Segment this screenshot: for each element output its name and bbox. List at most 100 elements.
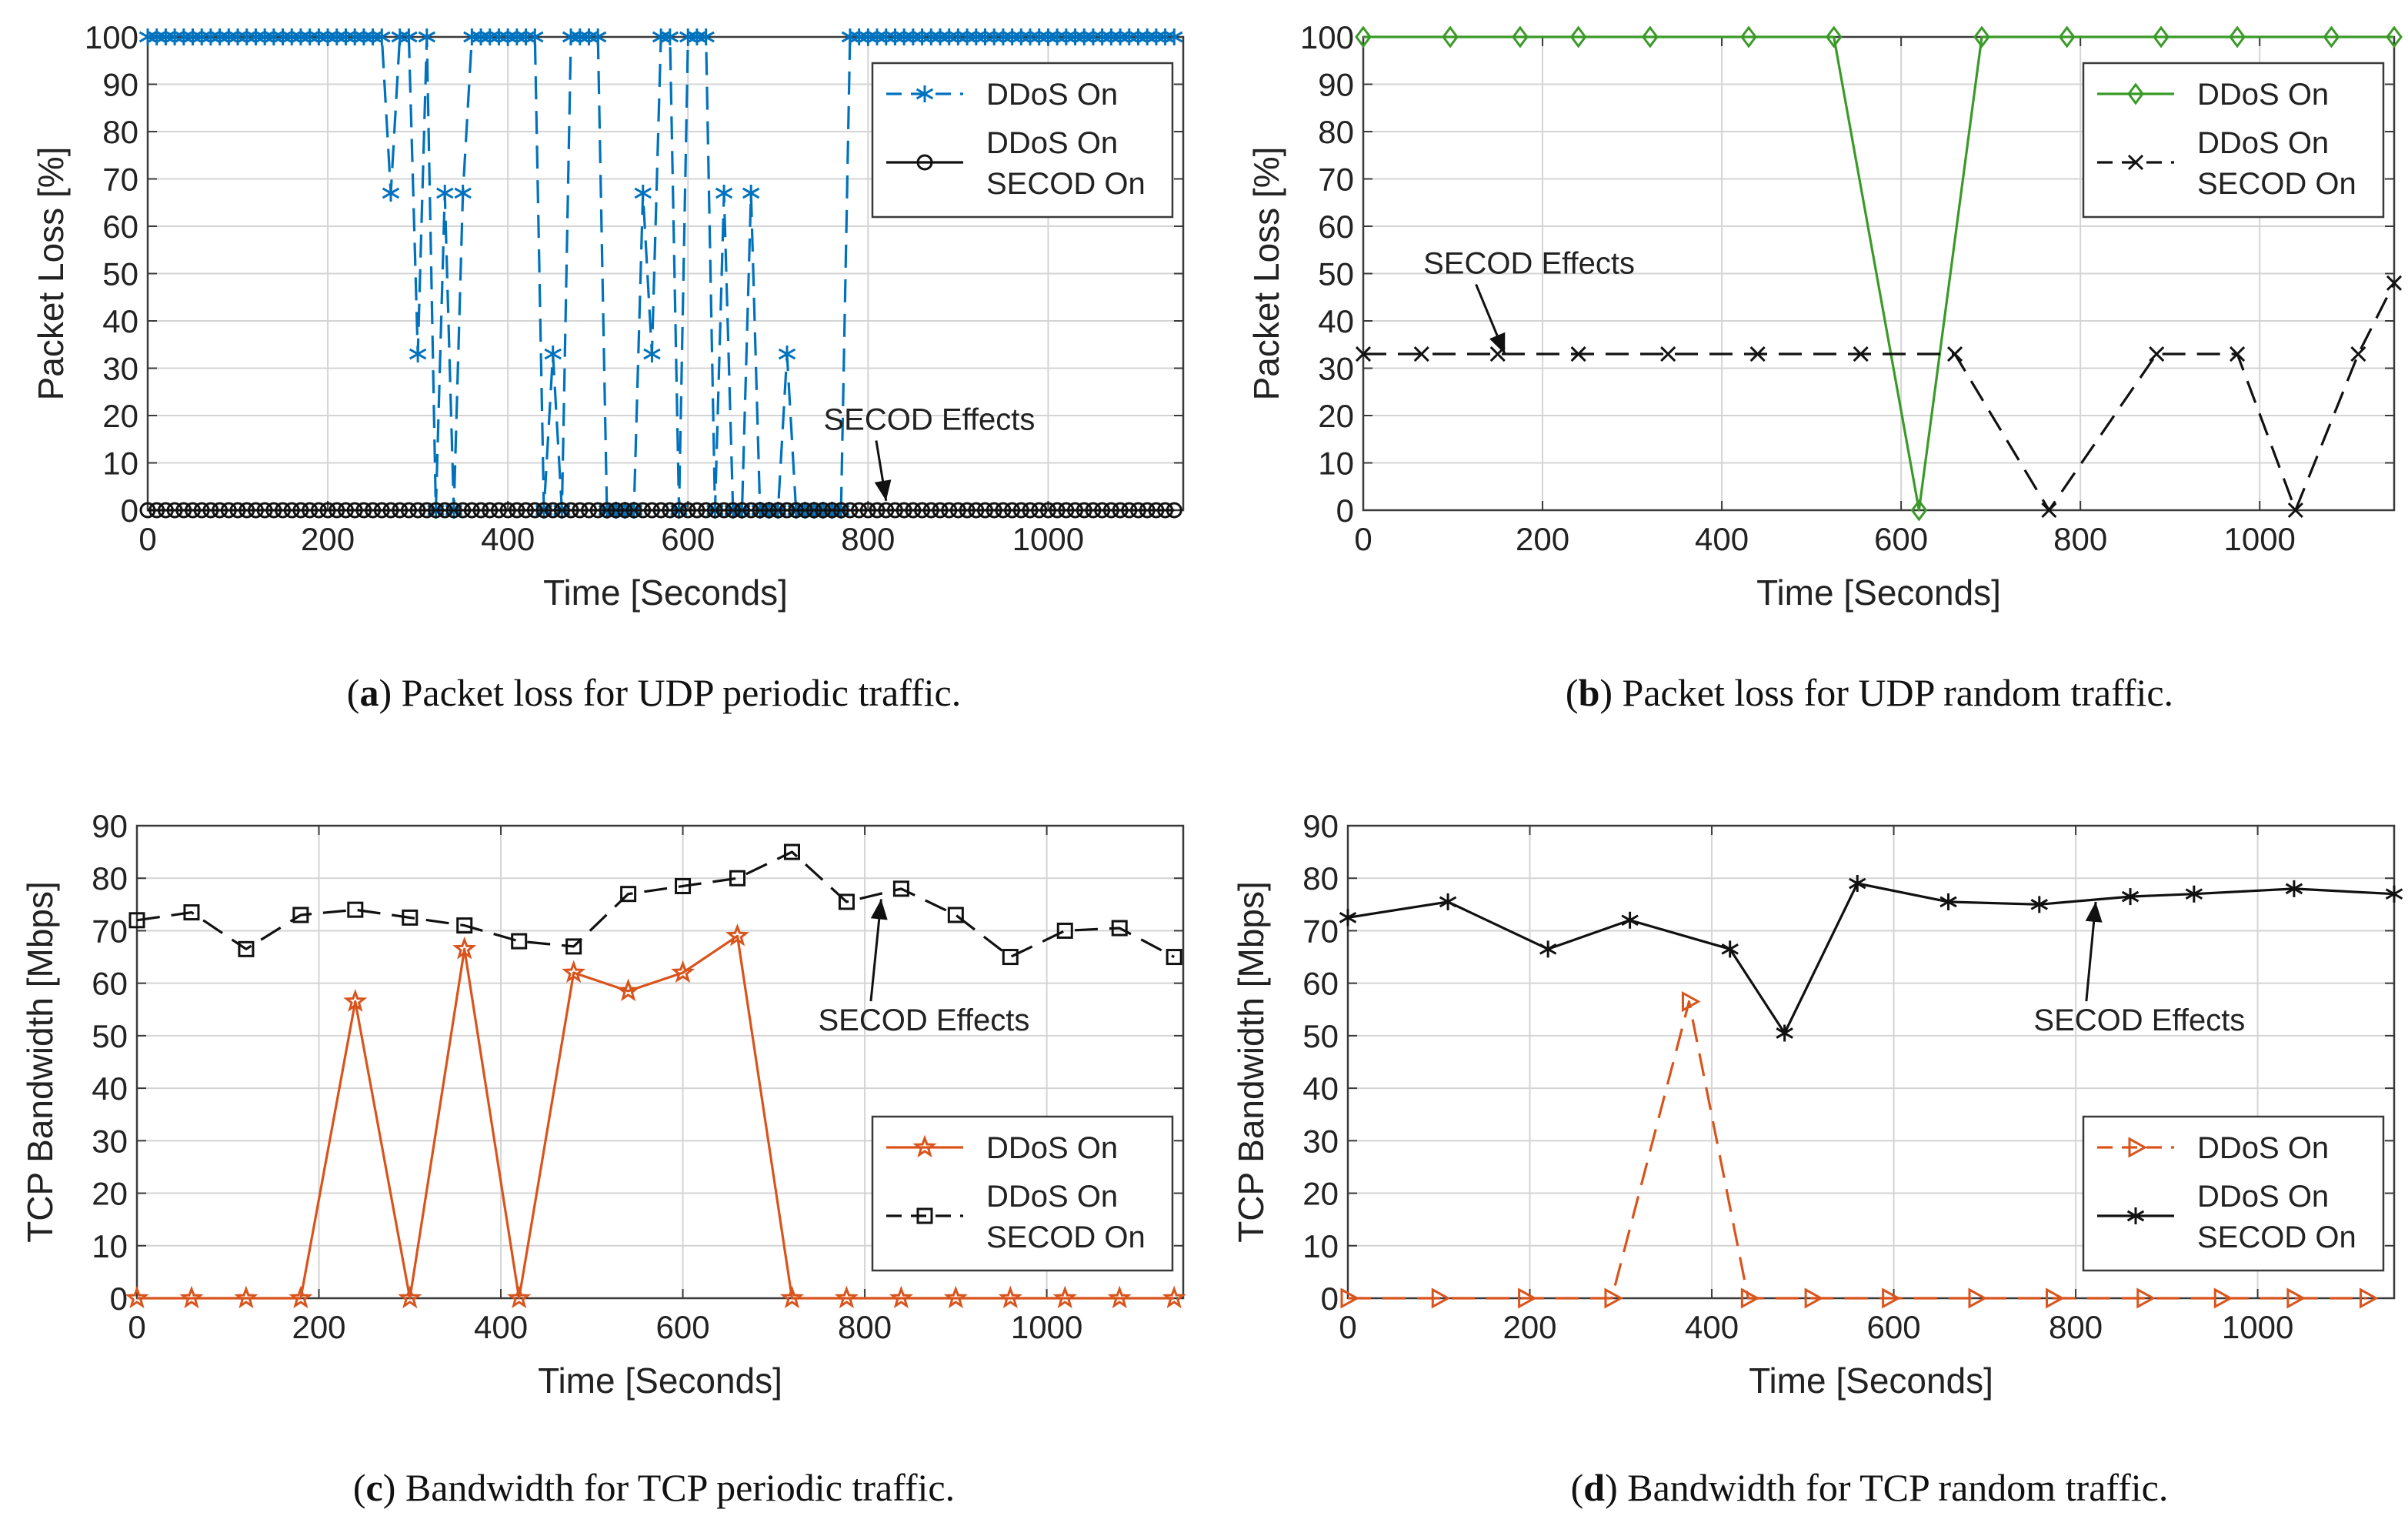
data-point [247,502,264,519]
data-point [347,901,364,918]
data-point [599,502,615,519]
y-tick-label: 0 [110,1281,128,1317]
data-point [1002,949,1019,966]
data-point [275,502,292,519]
y-tick-label: 20 [1302,1176,1339,1212]
data-point [2136,1287,2156,1309]
data-point [1431,1287,1451,1309]
y-tick-label: 0 [1321,1281,1339,1317]
data-point [783,843,800,860]
data-point [1825,25,1843,48]
data-point [838,893,855,910]
data-point [212,502,228,519]
data-point [436,502,453,519]
data-point [1067,502,1084,519]
annotation: SECOD Effects [2033,901,2245,1037]
data-point [1076,502,1092,519]
data-point [1340,1287,1360,1309]
data-point [1621,911,1639,929]
data-point [905,502,922,519]
data-point [742,502,759,519]
data-point [589,28,607,45]
data-point [1853,346,1869,362]
data-point [2385,885,2403,903]
data-point [355,502,372,519]
caption-text: Bandwidth for TCP periodic traffic. [395,1466,955,1509]
data-point [1339,909,1357,927]
data-point [1539,940,1557,958]
data-point [634,184,652,202]
data-point [1973,25,1990,48]
x-tick-label: 600 [1874,521,1928,557]
data-point [337,502,354,519]
legend: DDoS On DDoS On SECOD On [871,1115,1174,1272]
y-tick-label: 50 [1318,256,1354,292]
data-point [292,907,309,923]
y-tick-label: 10 [1318,446,1354,482]
data-point [1129,502,1146,519]
x-tick-label: 800 [841,521,895,557]
y-tick-label: 80 [1318,114,1354,150]
data-point [1604,1287,1624,1309]
x-tick-label: 800 [2053,521,2107,557]
data-point [671,502,688,519]
data-point [373,502,390,519]
legend-label: DDoS On [2197,126,2329,160]
data-point [779,502,795,519]
data-point [869,502,885,519]
data-point [1166,28,1183,45]
data-point [544,346,562,363]
x-tick-label: 600 [656,1309,710,1345]
y-tick-label: 40 [92,1070,128,1107]
x-tick-label: 600 [661,521,715,557]
data-point [1058,502,1075,519]
x-tick-label: 1000 [2222,1309,2293,1345]
axes-box [135,824,1185,1300]
y-tick-label: 90 [1302,808,1339,844]
data-point [1139,502,1156,519]
data-point [914,502,931,519]
annotation: SECOD Effects [819,899,1029,1037]
data-point [1721,940,1739,958]
data-point [742,184,760,202]
data-point [2213,1287,2233,1309]
data-point [652,502,669,519]
data-point [581,502,598,519]
legend-label: DDoS On [2197,78,2329,112]
data-point [761,502,778,519]
data-point [608,502,625,519]
data-point [490,502,507,519]
data-point [202,502,219,519]
x-tick-label: 0 [1354,521,1372,557]
y-tick-label: 80 [102,114,138,150]
data-point [947,907,964,923]
x-tick-label: 400 [481,521,535,557]
data-point [1031,502,1048,519]
legend-marker [916,154,933,171]
data-point [409,502,426,519]
series-1 [1355,25,2403,522]
x-tick-label: 0 [138,521,156,557]
y-tick-label: 70 [102,162,138,198]
data-point [1569,25,1587,48]
data-point [2149,346,2165,362]
data-point [895,502,912,519]
data-point [2350,346,2366,362]
data-point [572,502,589,519]
data-point [1112,502,1129,519]
y-tick-label: 30 [102,351,138,387]
data-point [428,502,445,519]
x-tick-label: 400 [474,1309,528,1345]
y-tick-label: 60 [1318,209,1354,245]
caption-close-paren: ) [1599,671,1613,714]
y-tick-label: 100 [1300,19,1354,55]
data-point [805,502,822,519]
data-point [183,904,200,921]
x-tick-label: 400 [1685,1309,1739,1345]
data-point [778,346,796,363]
y-tick-label: 90 [1318,67,1354,103]
data-point [1107,1285,1132,1309]
y-tick-label: 30 [1318,351,1354,387]
data-point [535,502,552,519]
